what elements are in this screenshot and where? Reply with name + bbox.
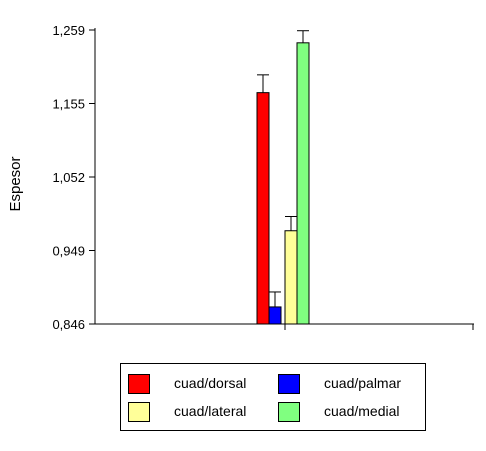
legend-item-cuad-dorsal: cuad/dorsal bbox=[128, 373, 246, 395]
chart-error-bars bbox=[257, 30, 309, 307]
chart-legend: cuad/dorsal cuad/palmar cuad/lateral cua… bbox=[120, 363, 426, 431]
legend-item-cuad-medial: cuad/medial bbox=[278, 401, 400, 423]
legend-item-cuad-palmar: cuad/palmar bbox=[278, 373, 401, 395]
bar-cuad-dorsal bbox=[256, 92, 270, 325]
bar-cuad-medial bbox=[296, 42, 310, 325]
y-axis-ticks: 0,846 0,949 1,052 1,155 1,259 bbox=[52, 23, 95, 332]
legend-swatch-cuad-lateral bbox=[128, 402, 150, 422]
legend-label-cuad-palmar: cuad/palmar bbox=[324, 375, 402, 391]
legend-label-cuad-medial: cuad/medial bbox=[324, 403, 400, 419]
bar-cuad-lateral bbox=[284, 230, 298, 325]
y-tick-label-0: 0,846 bbox=[52, 317, 85, 332]
bar-cuad-palmar bbox=[268, 306, 282, 325]
legend-swatch-cuad-palmar bbox=[278, 374, 300, 394]
legend-label-cuad-lateral: cuad/lateral bbox=[174, 403, 247, 419]
y-axis-label: Espesor bbox=[7, 156, 24, 211]
y-tick-label-1: 0,949 bbox=[52, 244, 85, 259]
chart-bars bbox=[256, 42, 310, 325]
legend-swatch-cuad-dorsal bbox=[128, 374, 150, 394]
y-tick-label-4: 1,259 bbox=[52, 23, 85, 38]
y-tick-label-2: 1,052 bbox=[52, 170, 85, 185]
legend-swatch-cuad-medial bbox=[278, 402, 300, 422]
legend-label-cuad-dorsal: cuad/dorsal bbox=[174, 375, 247, 391]
error-bar-cuad-medial bbox=[297, 30, 309, 43]
y-tick-label-3: 1,155 bbox=[52, 97, 85, 112]
error-bar-cuad-palmar bbox=[269, 291, 281, 307]
error-bar-cuad-dorsal bbox=[257, 74, 269, 93]
legend-item-cuad-lateral: cuad/lateral bbox=[128, 401, 246, 423]
error-bar-cuad-lateral bbox=[285, 216, 297, 231]
